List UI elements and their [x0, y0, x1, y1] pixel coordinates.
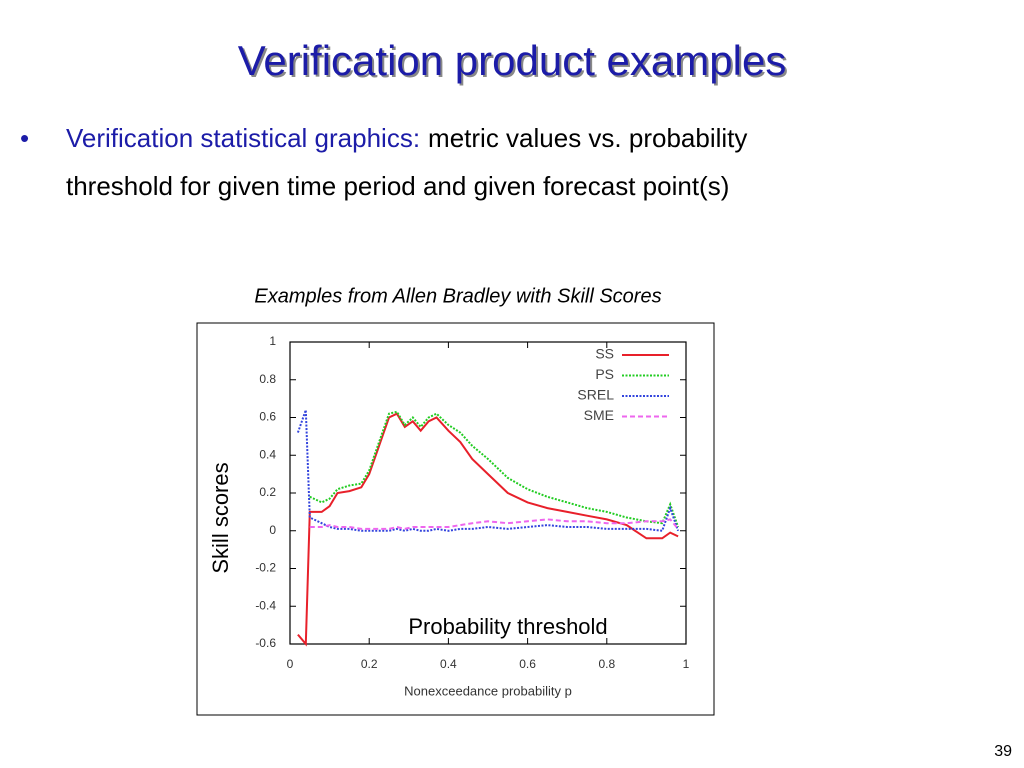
x-tick-label: 0.4: [440, 657, 457, 671]
x-axis-label: Nonexceedance probability p: [404, 683, 572, 698]
y-tick-label: 0: [269, 523, 276, 537]
legend-label: SS: [595, 346, 614, 362]
x-tick-label: 0.8: [598, 657, 615, 671]
x-tick-label: 1: [683, 657, 690, 671]
legend-label: SME: [584, 407, 614, 423]
y-tick-label: 0.8: [259, 372, 276, 386]
bullet-mark: •: [20, 123, 29, 153]
x-tick-label: 0: [287, 657, 294, 671]
y-tick-label: -0.4: [255, 598, 276, 612]
y-tick-label: 0.6: [259, 410, 276, 424]
y-tick-label: 1: [269, 334, 276, 348]
overlay-ylabel: Skill scores: [208, 462, 233, 573]
y-tick-label: 0.2: [259, 485, 276, 499]
x-tick-label: 0.6: [519, 657, 536, 671]
bullet-text: metric values vs. probability: [428, 123, 747, 153]
chart: -0.6 -0.4 -0.2 0 0.2 0.4 0.6 0.8 1 0 0.2 0.4 0.6 0.8 1…: [255, 334, 689, 698]
y-tick-label: -0.6: [255, 636, 276, 650]
series-line: [309, 410, 680, 528]
caption: Examples from Allen Bradley with Skill S…: [254, 285, 661, 307]
slide-title: Verification product examples: [238, 37, 787, 84]
bullet-line: Verification statistical graphics: metric…: [66, 123, 747, 153]
chart-frame: [196, 322, 715, 716]
title-shadow: Verification product examples: [240, 39, 789, 86]
y-tick-label: -0.2: [255, 561, 276, 575]
series-line: [297, 412, 679, 647]
bullet-text: threshold for given time period and give…: [66, 171, 729, 201]
legend-label: PS: [595, 366, 614, 382]
overlay-xlabel: Probability threshold: [408, 614, 607, 639]
y-tick-label: 0.4: [259, 447, 276, 461]
bullet-lead: Verification statistical graphics:: [66, 123, 420, 153]
page-number: 39: [994, 743, 1012, 760]
series-line: [309, 518, 679, 530]
legend-label: SREL: [577, 387, 614, 403]
x-tick-label: 0.2: [361, 657, 378, 671]
